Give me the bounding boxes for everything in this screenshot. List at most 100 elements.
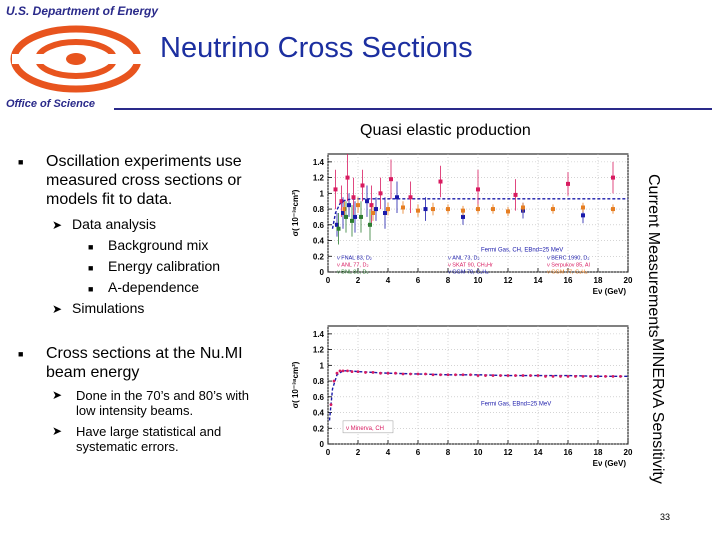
data-point	[461, 214, 465, 219]
x-tick-label: 12	[504, 276, 513, 285]
data-point	[513, 192, 518, 197]
y-tick-label: 0	[320, 268, 325, 277]
data-point	[416, 208, 420, 213]
data-point	[454, 373, 457, 377]
data-point	[476, 187, 480, 192]
square-bullet-icon: ■	[88, 263, 94, 273]
data-point	[356, 203, 360, 208]
subsubitem-energy: ■ Energy calibration	[88, 256, 220, 279]
minerva-sensitivity-chart: 0 2 4 6 8 10 12 14 16 18 20 0 0.2 0.4 0.6 0.8 1 1.2 1.4 Eν …	[291, 325, 633, 468]
data-point	[596, 374, 600, 378]
data-point	[611, 207, 615, 212]
data-point	[341, 369, 345, 373]
data-point	[529, 374, 532, 377]
data-point	[379, 371, 382, 375]
data-point	[345, 175, 350, 180]
data-point	[341, 211, 345, 215]
data-point	[378, 191, 383, 196]
data-point	[551, 374, 555, 378]
slide-title: Neutrino Cross Sections	[160, 32, 473, 64]
x-tick-label: 8	[446, 276, 451, 285]
data-point	[461, 373, 465, 377]
x-tick-label: 10	[474, 276, 483, 285]
data-point	[589, 374, 592, 378]
x-tick-label: 4	[386, 276, 391, 285]
side-label-current: Current Measurements	[645, 174, 662, 338]
subitem-large-errors: ➤ Have large statistical and systematic e…	[52, 424, 222, 454]
data-point	[350, 370, 354, 374]
y-tick-label: 0.8	[313, 377, 325, 386]
x-tick-label: 18	[594, 448, 603, 457]
data-point	[439, 373, 442, 377]
data-point	[476, 207, 480, 212]
data-point	[359, 214, 363, 219]
data-point	[559, 374, 562, 378]
data-point	[566, 181, 570, 186]
data-point	[431, 373, 435, 377]
section-subtitle: Quasi elastic production	[360, 122, 531, 139]
x-tick-label: 18	[594, 276, 603, 285]
subsubitem-a-dependence: ■ A-dependence	[88, 277, 199, 300]
data-point	[360, 183, 365, 188]
y-axis-label: σ( 10⁻³⁸cm²)	[291, 189, 300, 236]
legend-entry: ν BNL 81, D₂	[337, 270, 369, 276]
data-point	[469, 373, 472, 377]
y-tick-label: 1	[320, 189, 325, 198]
data-point	[476, 374, 480, 377]
current-measurements-chart: 0 2 4 6 8 10 12 14 16 18 20 0 0.2 0.4 0.6 0.8 1 1.2 1.4 Eν …	[291, 153, 633, 296]
data-point	[389, 177, 393, 182]
data-point	[438, 179, 443, 184]
bullet-1-text: Oscillation experiments use measured cro…	[46, 153, 242, 208]
model-curve	[328, 370, 628, 421]
y-tick-label: 0.8	[313, 205, 325, 214]
data-point	[574, 374, 577, 378]
arrow-bullet-icon: ➤	[52, 388, 63, 402]
arrow-bullet-icon: ➤	[52, 218, 63, 232]
x-tick-label: 8	[446, 448, 451, 457]
x-tick-label: 20	[624, 276, 633, 285]
data-point	[506, 209, 510, 214]
bullet-2-text: Cross sections at the Nu.MI beam energy	[46, 345, 243, 381]
legend-entry: ν Minerva, CH	[346, 426, 384, 432]
data-point	[611, 175, 615, 180]
arrow-bullet-icon: ➤	[52, 424, 63, 438]
data-point	[386, 207, 390, 212]
x-tick-label: 6	[416, 276, 421, 285]
legend-entry: ν GGM 77, C₃H₈	[547, 270, 588, 276]
subitem-data-analysis: ➤ Data analysis	[52, 214, 156, 236]
office-name: Office of Science	[6, 98, 96, 110]
data-point	[536, 374, 540, 377]
y-tick-label: 1.2	[313, 174, 325, 183]
data-point	[461, 208, 465, 213]
model-curve	[331, 198, 628, 229]
data-point	[581, 213, 585, 218]
data-point	[336, 226, 341, 231]
data-point	[423, 207, 428, 212]
data-point	[347, 203, 351, 208]
y-tick-label: 1.4	[313, 330, 325, 339]
side-label-minerva: MINERvA Sensitivity	[649, 338, 666, 484]
legend-entry: ν FNAL 83, D₂	[337, 256, 372, 262]
data-point	[409, 372, 412, 376]
legend-entry: ν Serpukov 85, Al	[547, 263, 590, 269]
data-point	[369, 203, 374, 208]
data-point	[611, 374, 615, 378]
legend-entry: ν ANL 73, D₂	[448, 256, 480, 262]
data-point	[386, 371, 390, 375]
bullet-marker-icon: ■	[18, 349, 24, 359]
data-point	[365, 199, 369, 204]
data-point	[335, 222, 339, 227]
doe-logo	[10, 25, 150, 93]
data-point	[350, 218, 354, 223]
x-tick-label: 2	[356, 276, 361, 285]
y-tick-label: 0.4	[313, 237, 325, 246]
x-axis-label: Eν (GeV)	[593, 287, 627, 296]
data-point	[416, 372, 420, 376]
arrow-bullet-icon: ➤	[52, 302, 63, 316]
data-point	[446, 207, 450, 212]
x-tick-label: 12	[504, 448, 513, 457]
y-tick-label: 0.6	[313, 221, 325, 230]
data-point	[619, 374, 622, 378]
page-number: 33	[660, 512, 671, 522]
data-point	[431, 207, 435, 212]
